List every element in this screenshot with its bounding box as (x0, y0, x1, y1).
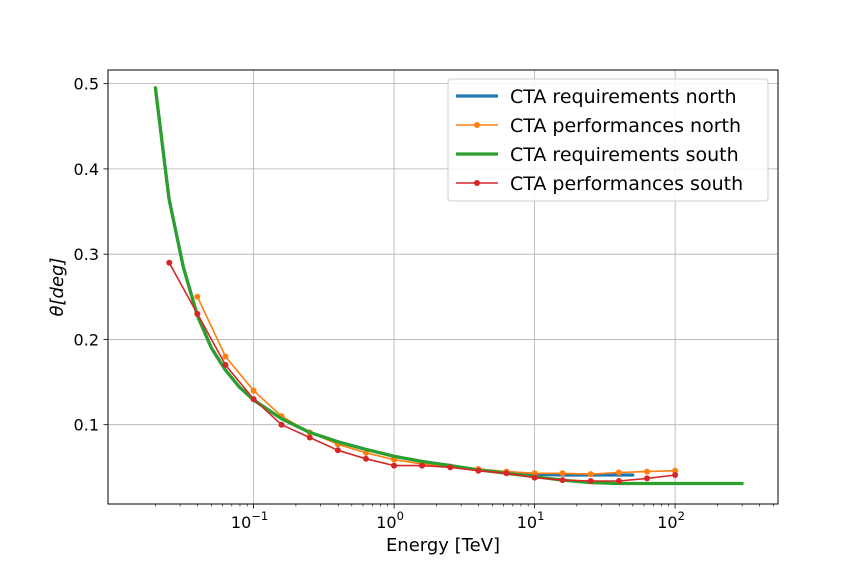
series-point (278, 421, 285, 428)
series-point (672, 472, 679, 479)
series-point (194, 310, 201, 317)
y-tick-label: 0.5 (74, 75, 99, 94)
series-point (166, 259, 173, 266)
series-point (419, 462, 426, 469)
legend: CTA requirements north CTA performances n… (447, 78, 769, 202)
legend-marker (474, 122, 480, 128)
legend-entry: CTA requirements south (456, 144, 739, 166)
y-tick-label: 0.4 (74, 160, 99, 179)
series-point (250, 387, 257, 394)
legend-label: CTA requirements north (510, 86, 737, 108)
series-point (559, 477, 566, 484)
legend-marker (474, 180, 480, 186)
plot-frame (107, 69, 779, 505)
legend-label: CTA performances south (510, 173, 743, 195)
series-point (222, 353, 229, 360)
legend-label: CTA performances north (510, 115, 741, 137)
series-point (644, 475, 651, 482)
x-tick-label: 100 (376, 509, 404, 532)
legend-entry: CTA requirements north (456, 86, 737, 108)
series-point (222, 362, 229, 369)
y-tick-label: 0.1 (74, 416, 99, 435)
series-point (587, 477, 594, 484)
y-tick-label: 0.2 (74, 330, 99, 349)
legend-entry: CTA performances south (456, 173, 743, 195)
series-point (615, 477, 622, 484)
legend-label: CTA requirements south (510, 144, 739, 166)
series-point (250, 396, 257, 403)
series-point (306, 434, 313, 441)
series-point (559, 470, 566, 477)
series-point (194, 293, 201, 300)
series-point (615, 469, 622, 476)
series-point (334, 447, 341, 454)
series-point (362, 455, 369, 462)
x-tick-label: 10−1 (231, 509, 268, 532)
legend-entry: CTA performances north (456, 115, 741, 137)
x-axis-label: Energy [TeV] (386, 535, 500, 556)
series-line (196, 295, 676, 476)
series-layer (153, 86, 744, 486)
legend-box (447, 78, 769, 202)
series-point (531, 474, 538, 481)
y-tick-label: 0.3 (74, 245, 99, 264)
series-point (447, 464, 454, 471)
series-point (672, 467, 679, 474)
series-3 (166, 259, 679, 484)
series-point (587, 471, 594, 478)
series-point (391, 462, 398, 469)
series-point (475, 467, 482, 474)
series-point (644, 468, 651, 475)
tick-layer: 10−1 100 101 102 0.1 0.2 0.3 0.4 0.5 (74, 75, 774, 532)
x-tick-label: 102 (657, 509, 685, 532)
x-tick-label: 101 (517, 509, 545, 532)
series-point (503, 470, 510, 477)
y-axis-label: θ[deg] (47, 258, 68, 317)
series-point (531, 470, 538, 477)
